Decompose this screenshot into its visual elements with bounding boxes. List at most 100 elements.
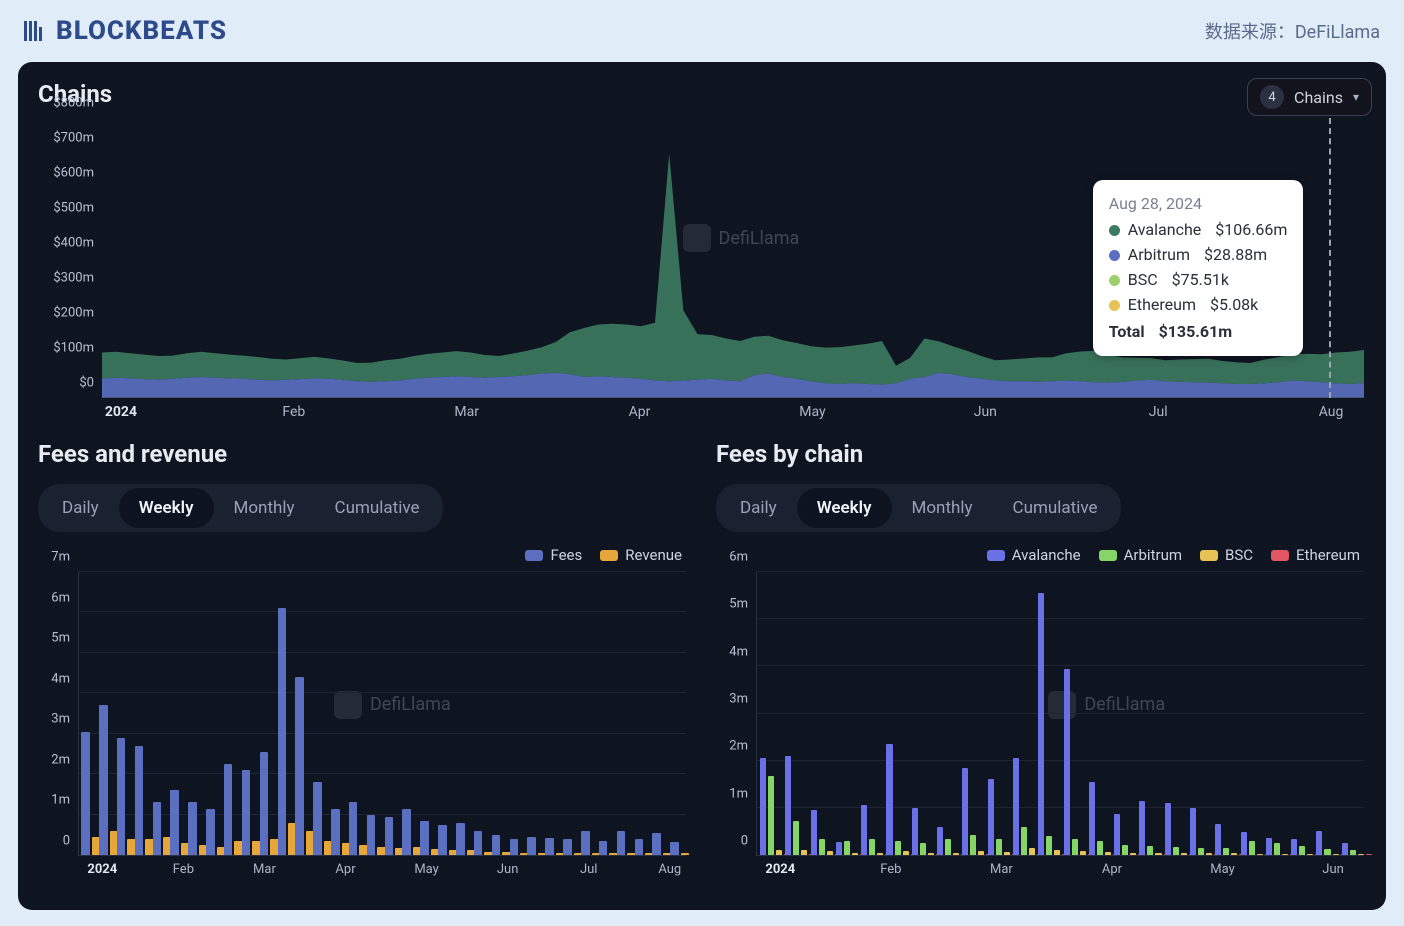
bar-group bbox=[438, 572, 457, 855]
watermark: DefiLlama bbox=[683, 224, 800, 252]
legend-item[interactable]: BSC bbox=[1200, 546, 1253, 564]
tab-weekly[interactable]: Weekly bbox=[797, 488, 892, 528]
bar bbox=[206, 809, 215, 855]
bar-group bbox=[581, 572, 600, 855]
fees-by-chain-legend: Avalanche Arbitrum BSC Ethereum bbox=[710, 546, 1360, 564]
legend-item[interactable]: Fees bbox=[525, 546, 582, 564]
x-tick: Jul bbox=[1149, 404, 1168, 420]
legend-item[interactable]: Ethereum bbox=[1271, 546, 1360, 564]
bar bbox=[869, 839, 875, 856]
bar bbox=[1257, 854, 1263, 855]
x-tick: Feb bbox=[282, 404, 305, 420]
bar bbox=[278, 608, 287, 855]
legend-item[interactable]: Avalanche bbox=[987, 546, 1081, 564]
tab-daily[interactable]: Daily bbox=[720, 488, 797, 528]
x-tick: Feb bbox=[880, 862, 901, 877]
y-tick: 4m bbox=[51, 671, 70, 686]
bar bbox=[474, 831, 483, 855]
x-tick: Jul bbox=[580, 862, 598, 877]
bar-group bbox=[170, 572, 189, 855]
x-tick: Aug bbox=[1319, 404, 1344, 420]
legend-swatch bbox=[987, 550, 1005, 561]
bar bbox=[1089, 782, 1095, 855]
legend-item[interactable]: Revenue bbox=[600, 546, 682, 564]
chains-selector[interactable]: 4 Chains ▾ bbox=[1247, 78, 1372, 116]
bar bbox=[652, 833, 661, 855]
y-tick: $600m bbox=[53, 166, 94, 181]
tooltip-total-label: Total bbox=[1109, 320, 1145, 345]
chains-count-badge: 4 bbox=[1260, 85, 1284, 109]
tab-weekly[interactable]: Weekly bbox=[119, 488, 214, 528]
main-chart: $0$100m$200m$300m$400m$500m$600m$700m$80… bbox=[38, 118, 1372, 426]
fc-y-axis: 01m2m3m4m5m6m bbox=[716, 572, 752, 856]
x-tick: 2024 bbox=[765, 862, 795, 877]
bar bbox=[1249, 841, 1255, 855]
tab-monthly[interactable]: Monthly bbox=[214, 488, 315, 528]
bar bbox=[510, 839, 519, 855]
bar bbox=[1105, 852, 1111, 855]
bar bbox=[349, 802, 358, 855]
bar bbox=[1013, 758, 1019, 855]
y-tick: 3m bbox=[51, 712, 70, 727]
legend-swatch bbox=[525, 550, 543, 561]
main-chart-tooltip: Aug 28, 2024 Avalanche$106.66mArbitrum$2… bbox=[1093, 180, 1304, 357]
bar bbox=[313, 782, 322, 855]
x-tick: May bbox=[799, 404, 825, 420]
bar bbox=[937, 827, 943, 855]
y-tick: 0 bbox=[63, 834, 70, 849]
bar bbox=[1198, 848, 1204, 855]
y-tick: $800m bbox=[53, 96, 94, 111]
legend-swatch bbox=[1099, 550, 1117, 561]
tab-monthly[interactable]: Monthly bbox=[892, 488, 993, 528]
bar-group bbox=[545, 572, 564, 855]
y-tick: $200m bbox=[53, 306, 94, 321]
bar-group bbox=[599, 572, 618, 855]
bar bbox=[153, 802, 162, 855]
bar bbox=[1130, 853, 1136, 855]
x-tick: Mar bbox=[253, 862, 276, 877]
tooltip-date: Aug 28, 2024 bbox=[1109, 192, 1288, 217]
bar-group bbox=[1342, 572, 1372, 855]
y-tick: $500m bbox=[53, 201, 94, 216]
main-chart-header: Chains 4 Chains ▾ bbox=[32, 76, 1372, 118]
bar-group bbox=[474, 572, 493, 855]
bar-group bbox=[295, 572, 314, 855]
tooltip-dot bbox=[1109, 300, 1120, 311]
bar-group bbox=[510, 572, 529, 855]
tab-cumulative[interactable]: Cumulative bbox=[315, 488, 440, 528]
bar bbox=[1206, 853, 1212, 855]
bar bbox=[1333, 854, 1339, 855]
x-tick: Mar bbox=[990, 862, 1013, 877]
x-tick: May bbox=[1210, 862, 1234, 877]
bar bbox=[527, 837, 536, 855]
fees-revenue-legend: Fees Revenue bbox=[32, 546, 682, 564]
tooltip-vline bbox=[1329, 118, 1331, 398]
tab-cumulative[interactable]: Cumulative bbox=[993, 488, 1118, 528]
fees-by-chain-chart: 01m2m3m4m5m6m DefiLlama 2024FebMarAprMay… bbox=[716, 572, 1372, 882]
tooltip-row: BSC$75.51k bbox=[1109, 268, 1288, 293]
bar bbox=[793, 821, 799, 855]
y-tick: 2m bbox=[729, 739, 748, 754]
bar bbox=[1190, 808, 1196, 855]
bar bbox=[1291, 839, 1297, 856]
y-tick: 5m bbox=[51, 631, 70, 646]
x-tick: Jun bbox=[497, 862, 519, 877]
lower-row: Fees and revenue DailyWeeklyMonthlyCumul… bbox=[32, 436, 1372, 882]
fees-by-chain-panel: Fees by chain DailyWeeklyMonthlyCumulati… bbox=[710, 436, 1372, 882]
watermark-icon bbox=[683, 224, 711, 252]
tooltip-dot bbox=[1109, 275, 1120, 286]
fr-x-axis: 2024FebMarAprMayJunJulAug bbox=[78, 862, 686, 882]
bar bbox=[1316, 831, 1322, 855]
bar-group bbox=[402, 572, 421, 855]
main-chart-y-axis: $0$100m$200m$300m$400m$500m$600m$700m$80… bbox=[38, 118, 100, 398]
tab-daily[interactable]: Daily bbox=[42, 488, 119, 528]
fr-y-axis: 01m2m3m4m5m6m7m bbox=[38, 572, 74, 856]
bar-group bbox=[260, 572, 279, 855]
bar bbox=[920, 843, 926, 855]
bar-group bbox=[367, 572, 386, 855]
bar bbox=[1173, 847, 1179, 855]
bar bbox=[681, 853, 690, 855]
legend-item[interactable]: Arbitrum bbox=[1099, 546, 1182, 564]
bar-group bbox=[385, 572, 404, 855]
bar bbox=[903, 851, 909, 855]
